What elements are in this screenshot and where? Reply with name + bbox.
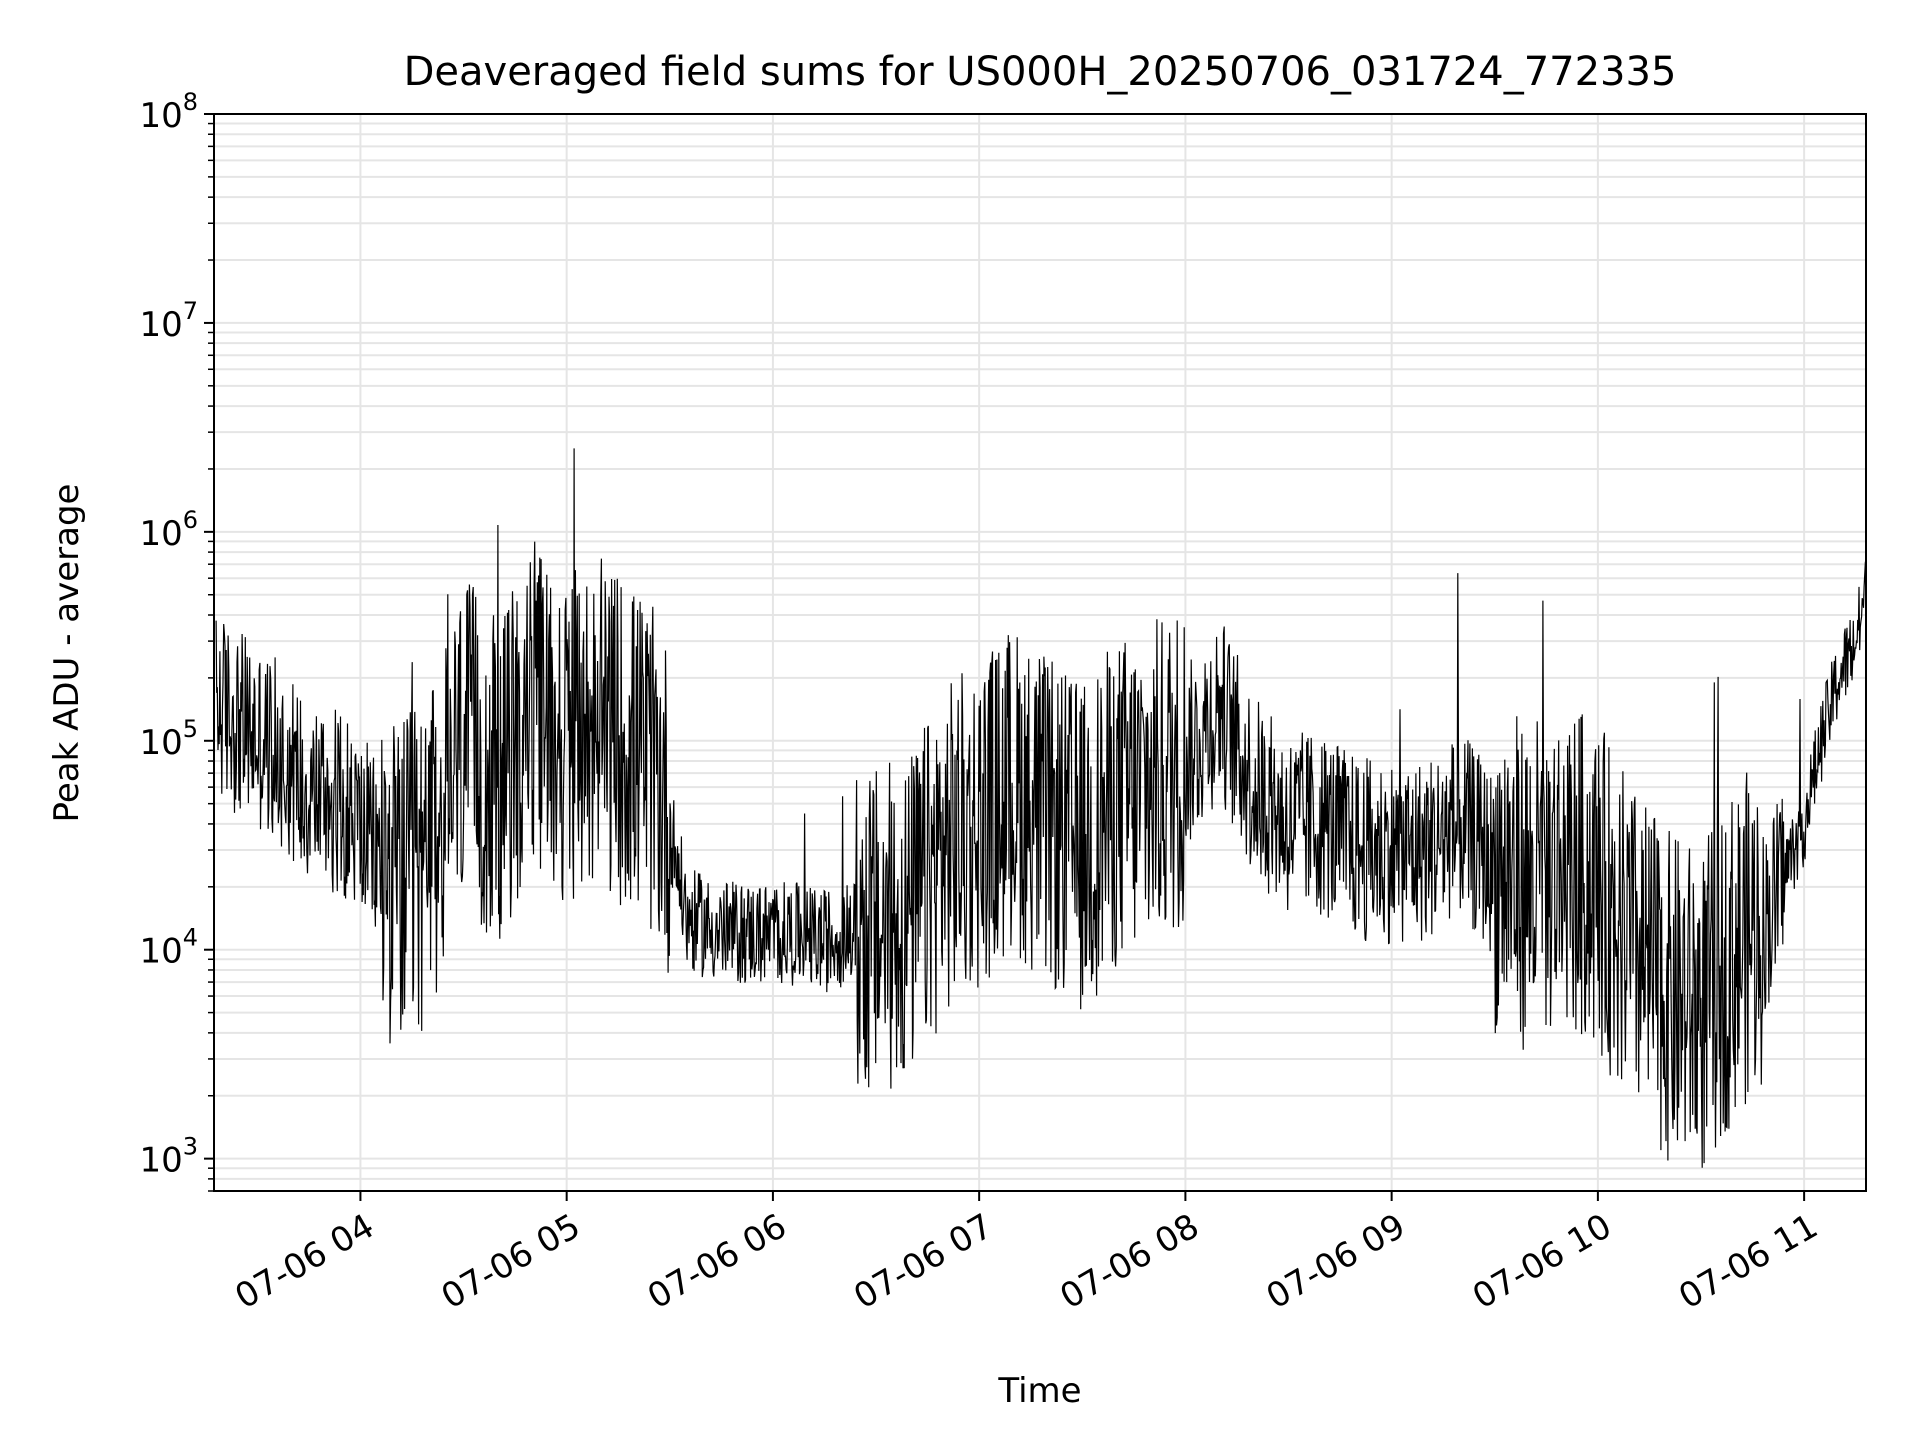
- chart-title: Deaveraged field sums for US000H_2025070…: [404, 49, 1677, 95]
- series-layer: [215, 448, 1866, 1168]
- plot-frame: [213, 113, 1867, 1192]
- x-axis-label: Time: [997, 1371, 1081, 1411]
- y-tick-label: 108: [139, 88, 198, 136]
- series-line: [215, 448, 1866, 1168]
- y-axis: 103 104 105 106 107 108: [139, 88, 214, 1192]
- y-tick-label: 107: [139, 297, 198, 345]
- y-tick-label: 106: [139, 506, 198, 554]
- y-tick-label: 105: [139, 715, 198, 763]
- y-tick-label: 104: [139, 924, 198, 972]
- y-tick-label: 103: [139, 1133, 198, 1181]
- y-axis-label: Peak ADU - average: [47, 484, 87, 823]
